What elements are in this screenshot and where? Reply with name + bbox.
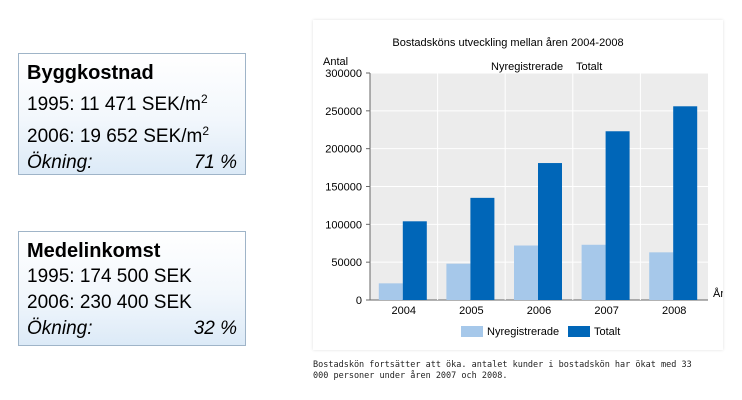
average-income-1995: 1995: 174 500 SEK [27, 266, 192, 287]
top-legend-nyregistrerade: Nyregistrerade [491, 61, 563, 73]
average-income-change-value: 32 % [193, 318, 237, 339]
chart-caption-line-1: Bostadskön fortsätter att öka. antalet k… [313, 360, 692, 370]
legend-label-totalt: Totalt [594, 326, 620, 338]
build-cost-title: Byggkostnad [27, 62, 154, 84]
average-income-change: Ökning: 32 % [27, 316, 237, 342]
bar-nyregistrerade-2006 [514, 245, 538, 300]
build-cost-change: Ökning: 71 % [27, 150, 237, 176]
legend-swatch-nyregistrerade [461, 326, 483, 337]
average-income-title: Medelinkomst [27, 240, 161, 262]
bar-totalt-2008 [673, 106, 698, 300]
y-tick-label: 300000 [325, 68, 362, 80]
average-income-change-label: Ökning: [27, 318, 93, 339]
x-tick-label: 2006 [527, 305, 551, 317]
y-tick-label: 0 [356, 295, 362, 307]
average-income-2006: 2006: 230 400 SEK [27, 292, 192, 313]
build-cost-change-label: Ökning: [27, 152, 93, 173]
x-tick-label: 2008 [662, 305, 686, 317]
bar-totalt-2006 [538, 163, 562, 300]
build-cost-2006: 2006: 19 652 SEK/m2 [27, 118, 237, 150]
bar-totalt-2005 [470, 197, 495, 300]
bar-nyregistrerade-2004 [378, 283, 403, 300]
y-axis-label: Antal [323, 56, 348, 68]
build-cost-box: Byggkostnad 1995: 11 471 SEK/m2 2006: 19… [18, 53, 246, 175]
legend-swatch-totalt [568, 326, 590, 337]
y-tick-label: 150000 [325, 182, 362, 194]
build-cost-change-value: 71 % [193, 152, 237, 173]
top-legend-totalt: Totalt [576, 61, 602, 73]
build-cost-2006-sup: 2 [202, 124, 210, 138]
build-cost-1995-sup: 2 [200, 92, 208, 106]
y-tick-label: 200000 [325, 144, 362, 156]
x-tick-label: 2005 [459, 305, 483, 317]
bar-nyregistrerade-2005 [446, 263, 471, 300]
chart-caption-line-2: 000 personer under åren 2007 och 2008. [313, 371, 508, 381]
bar-totalt-2007 [605, 131, 630, 300]
bar-nyregistrerade-2007 [581, 244, 606, 300]
x-tick-label: 2007 [594, 305, 618, 317]
y-tick-label: 100000 [325, 219, 362, 231]
queue-chart-panel: Bostadsköns utveckling mellan åren 2004-… [313, 20, 723, 350]
legend-label-nyregistrerade: Nyregistrerade [487, 326, 559, 338]
bar-totalt-2004 [402, 221, 427, 300]
y-tick-label: 250000 [325, 106, 362, 118]
x-axis-label: År [713, 287, 723, 300]
build-cost-2006-text: 2006: 19 652 SEK/m [27, 126, 203, 147]
build-cost-1995: 1995: 11 471 SEK/m2 [27, 86, 237, 118]
average-income-box: Medelinkomst 1995: 174 500 SEK 2006: 230… [18, 231, 246, 346]
y-tick-label: 50000 [331, 257, 362, 269]
bar-nyregistrerade-2008 [649, 252, 674, 300]
chart-title: Bostadsköns utveckling mellan åren 2004-… [392, 37, 623, 49]
build-cost-1995-text: 1995: 11 471 SEK/m [27, 94, 201, 115]
x-tick-label: 2004 [392, 305, 416, 317]
queue-chart: Bostadsköns utveckling mellan åren 2004-… [323, 37, 723, 338]
